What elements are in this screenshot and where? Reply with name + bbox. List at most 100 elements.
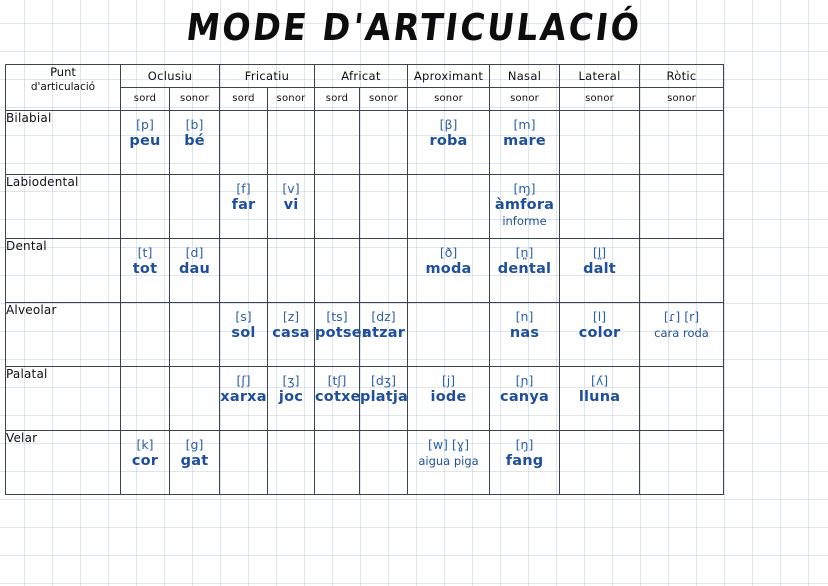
cell-labiodental-africat-sonor [358, 174, 409, 239]
ipa-symbol: [ts] [326, 309, 348, 324]
cell-alveolar-nasal: [n] nas [489, 302, 561, 367]
cell-velar-oclusiu-sonor: [g] gat [169, 430, 220, 495]
place-label-dental: Dental [5, 238, 121, 303]
ipa-symbol: [β] [439, 117, 458, 132]
example-word: joc [278, 389, 304, 405]
example-word: roba [429, 133, 468, 149]
example-word: peu [129, 133, 161, 149]
cell-labiodental-nasal: [ɱ] àmfora informe [489, 174, 561, 239]
cell-alveolar-oclusiu-sord [120, 302, 170, 367]
ipa-symbol: [t] [137, 245, 153, 260]
cell-labiodental-africat-sord [314, 174, 360, 239]
ipa-symbol: [v] [282, 181, 300, 196]
cell-velar-aproximant: [w] [ɣ] aigua piga [407, 430, 491, 495]
manner-header-rotic: Ròtic [639, 64, 725, 88]
voicing-oclusiu-sonor: sonor [169, 87, 220, 111]
ipa-symbol: [w] [ɣ] [427, 437, 470, 452]
cell-labiodental-oclusiu-sonor [169, 174, 220, 239]
cell-labiodental-aproximant [407, 174, 491, 239]
cell-dental-oclusiu-sord: [t] tot [120, 238, 170, 303]
cell-palatal-oclusiu-sonor [169, 366, 220, 431]
place-label-bilabial: Bilabial [5, 110, 121, 175]
ipa-symbol: [n] [515, 309, 534, 324]
manner-header-aproximant: Aproximant [407, 64, 491, 88]
cell-dental-nasal: [n̪] dental [489, 238, 561, 303]
header-row-manner: Punt d'articulació Oclusiu Fricatiu Afri… [5, 64, 725, 111]
place-label-velar: Velar [5, 430, 121, 495]
voicing-fricatiu-sord: sord [219, 87, 268, 111]
cell-alveolar-oclusiu-sonor [169, 302, 220, 367]
example-word: dental [497, 261, 552, 277]
example-word: canya [500, 389, 549, 405]
ipa-symbol: [g] [185, 437, 204, 452]
cell-labiodental-oclusiu-sord [120, 174, 170, 239]
cell-bilabial-africat-sord [314, 110, 360, 175]
cell-dental-lateral: [l̪] dalt [559, 238, 641, 303]
ipa-symbol: [j] [441, 373, 456, 388]
cell-alveolar-africat-sord: [ts] potser [314, 302, 369, 367]
ipa-symbol: [f] [236, 181, 251, 196]
example-word: color [578, 325, 621, 341]
cell-palatal-africat-sonor: [dʒ] platja [358, 366, 409, 431]
ipa-symbol: [dz] [371, 309, 396, 324]
cell-velar-fricatiu-sonor [267, 430, 315, 495]
ipa-symbol: [ɲ] [515, 373, 534, 388]
cell-alveolar-lateral: [l] color [559, 302, 641, 367]
ipa-symbol: [ʃ] [236, 373, 251, 388]
cell-bilabial-oclusiu-sonor: [b] bé [169, 110, 220, 175]
ipa-symbol: [k] [136, 437, 154, 452]
ipa-symbol: [m] [513, 117, 536, 132]
cell-alveolar-aproximant [407, 302, 491, 367]
table-body: Bilabial [p] peu [b] bé [β] roba [m] mare Labiode… [5, 110, 725, 495]
cell-palatal-lateral: [ʎ] lluna [559, 366, 641, 431]
cell-dental-oclusiu-sonor: [d] dau [169, 238, 220, 303]
cell-alveolar-fricatiu-sonor: [z] casa [267, 302, 315, 367]
table-row: Velar [k] cor [g] gat [w] [ɣ] aigua piga [ŋ] fan… [5, 430, 725, 495]
example-word: informe [502, 214, 547, 228]
example-word: far [231, 197, 256, 213]
cell-palatal-rotic [639, 366, 725, 431]
cell-velar-africat-sonor [358, 430, 409, 495]
cell-alveolar-fricatiu-sord: [s] sol [219, 302, 268, 367]
ipa-symbol: [l] [592, 309, 607, 324]
cell-bilabial-lateral [559, 110, 641, 175]
ipa-symbol: [tʃ] [327, 373, 347, 388]
cell-palatal-oclusiu-sord [120, 366, 170, 431]
cell-velar-oclusiu-sord: [k] cor [120, 430, 170, 495]
example-word: cotxe [315, 389, 361, 405]
corner-line1: Punt [50, 65, 76, 79]
ipa-symbol: [ð] [439, 245, 458, 260]
cell-bilabial-nasal: [m] mare [489, 110, 561, 175]
ipa-symbol: [n̪] [515, 245, 534, 260]
table-row: Bilabial [p] peu [b] bé [β] roba [m] mare [5, 110, 725, 175]
place-label-palatal: Palatal [5, 366, 121, 431]
example-word: bé [184, 133, 205, 149]
example-word: lluna [578, 389, 621, 405]
cell-bilabial-fricatiu-sonor [267, 110, 315, 175]
ipa-symbol: [d] [185, 245, 204, 260]
table-row: Dental [t] tot [d] dau [ð] moda [n̪] dental [l̪] d… [5, 238, 725, 303]
cell-palatal-africat-sord: [tʃ] cotxe [314, 366, 361, 431]
cell-bilabial-aproximant: [β] roba [407, 110, 491, 175]
voicing-aproximant: sonor [407, 87, 491, 111]
example-word: nas [509, 325, 540, 341]
example-word: tot [132, 261, 158, 277]
cell-palatal-aproximant: [j] iode [407, 366, 491, 431]
ipa-symbol: [b] [185, 117, 204, 132]
voicing-lateral: sonor [559, 87, 641, 111]
place-label-alveolar: Alveolar [5, 302, 121, 367]
cell-velar-fricatiu-sord [219, 430, 268, 495]
cell-dental-fricatiu-sonor [267, 238, 315, 303]
example-word: atzar [361, 325, 406, 341]
articulation-table: Punt d'articulació Oclusiu Fricatiu Afri… [5, 64, 725, 495]
cell-palatal-fricatiu-sonor: [ʒ] joc [267, 366, 315, 431]
corner-line2: d'articulació [30, 81, 96, 93]
cell-bilabial-africat-sonor [358, 110, 409, 175]
cell-alveolar-africat-sonor: [dz] atzar [358, 302, 409, 367]
table-row: Palatal [ʃ] xarxa [ʒ] joc [tʃ] cotxe [dʒ] platja… [5, 366, 725, 431]
example-word: dalt [583, 261, 616, 277]
example-word: casa [272, 325, 310, 341]
ipa-symbol: [l̪] [592, 245, 607, 260]
cell-bilabial-oclusiu-sord: [p] peu [120, 110, 170, 175]
